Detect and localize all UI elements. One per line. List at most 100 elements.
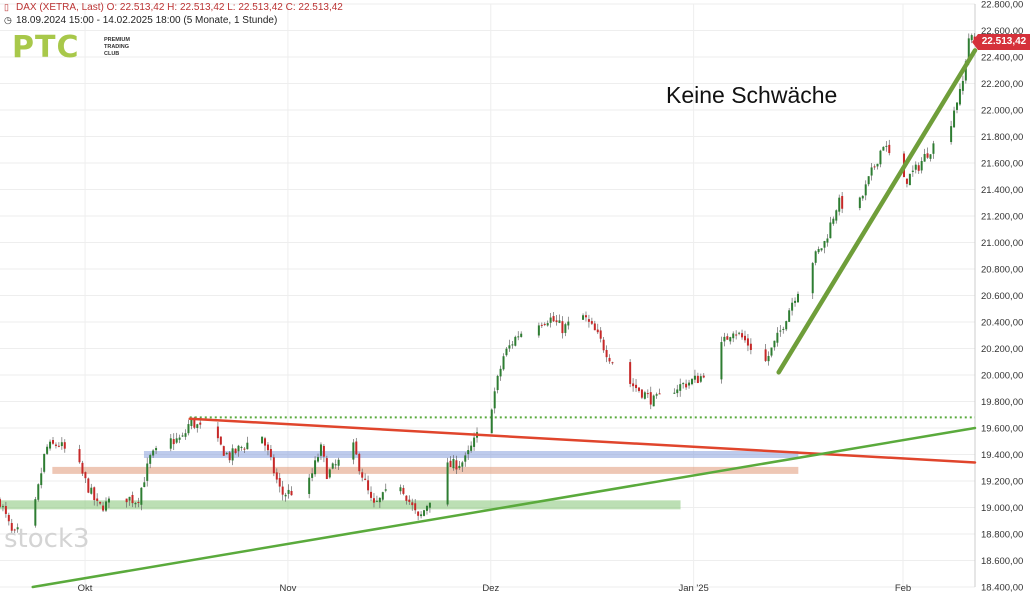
candle-body: [587, 319, 590, 322]
candle-body: [558, 320, 561, 323]
candle-body: [746, 338, 749, 346]
candle-body: [355, 441, 358, 455]
y-tick-label: 19.800,00: [981, 397, 1023, 408]
candle-body: [334, 464, 337, 466]
candle-body: [953, 110, 956, 128]
candle-body: [970, 35, 973, 41]
candle-body: [40, 473, 43, 486]
candle-body: [738, 332, 741, 334]
candle-body: [414, 503, 417, 511]
y-tick-label: 22.200,00: [981, 79, 1023, 90]
candle-body: [331, 463, 334, 469]
candle-body: [37, 484, 40, 500]
candle-body: [858, 197, 861, 208]
candle-body: [219, 436, 222, 445]
candle-body: [452, 458, 455, 469]
y-tick-label: 20.000,00: [981, 371, 1023, 382]
y-tick-label: 20.800,00: [981, 265, 1023, 276]
candle-body: [961, 80, 964, 91]
candle-body: [643, 392, 646, 399]
candle-body: [676, 389, 679, 394]
candle-body: [911, 170, 914, 172]
candle-body: [7, 514, 10, 522]
candle-body: [178, 437, 181, 440]
candle-body: [596, 329, 599, 333]
y-tick-label: 18.800,00: [981, 530, 1023, 541]
candle-body: [696, 375, 699, 384]
candle-body: [599, 330, 602, 339]
candle-body: [841, 196, 844, 209]
candle-body: [735, 334, 738, 336]
candle-body: [820, 248, 823, 251]
candle-body: [269, 449, 272, 457]
candle-body: [411, 502, 414, 506]
candle-body: [826, 238, 829, 243]
candle-body: [832, 218, 835, 224]
candle-body: [511, 344, 514, 346]
candle-body: [287, 489, 290, 494]
candle-body: [867, 176, 870, 185]
candle-body: [632, 383, 635, 387]
candle-body: [923, 154, 926, 162]
candle-body: [514, 336, 517, 346]
date-range: 18.09.2024 15:00 - 14.02.2025 18:00 (5 M…: [16, 15, 278, 26]
candle-body: [673, 392, 676, 394]
y-tick-label: 19.000,00: [981, 503, 1023, 514]
candle-body: [540, 324, 543, 326]
y-tick-label: 21.600,00: [981, 159, 1023, 170]
candle-body: [546, 323, 549, 326]
resistance-zone-blue: [143, 451, 799, 458]
candle-body: [499, 368, 502, 377]
candle-body: [16, 527, 19, 530]
candle-body: [425, 505, 428, 511]
candle-body: [317, 457, 320, 462]
candle-body: [882, 146, 885, 151]
candle-body: [131, 494, 134, 504]
red-downtrend-line: [188, 417, 977, 464]
candle-body: [835, 210, 838, 221]
candle-body: [399, 487, 402, 492]
candle-body: [105, 501, 108, 511]
candle-body: [246, 442, 249, 450]
candle-body: [281, 486, 284, 495]
candle-body: [914, 164, 917, 170]
candle-body: [60, 442, 63, 447]
x-tick-label: Okt: [78, 583, 93, 594]
y-tick-label: 19.600,00: [981, 424, 1023, 435]
logo-mark: PTC: [12, 30, 80, 65]
y-tick-label: 22.000,00: [981, 106, 1023, 117]
candle-body: [125, 498, 128, 503]
y-tick-label: 18.400,00: [981, 583, 1023, 594]
candle-body: [649, 392, 652, 405]
candle-body: [408, 499, 411, 502]
candle-body: [146, 463, 149, 481]
candle-body: [561, 321, 564, 334]
candle-body: [785, 321, 788, 330]
candle-body: [1, 506, 4, 508]
candles-icon: ▯: [4, 2, 9, 12]
y-tick-label: 19.400,00: [981, 450, 1023, 461]
candle-body: [107, 498, 110, 503]
candle-body: [646, 393, 649, 395]
candle-body: [34, 499, 37, 526]
candle-body: [375, 500, 378, 502]
candle-body: [917, 165, 920, 171]
candle-body: [237, 445, 240, 452]
green-uptrend-line: [31, 426, 977, 589]
candle-body: [240, 446, 243, 448]
x-tick-label: Feb: [895, 583, 911, 594]
candle-body: [196, 424, 199, 428]
y-tick-label: 18.600,00: [981, 556, 1023, 567]
candle-body: [693, 375, 696, 380]
candle-body: [702, 375, 705, 378]
y-tick-label: 22.800,00: [981, 0, 1023, 11]
logo-subtitle: PREMIUM TRADING CLUB: [104, 37, 152, 58]
candle-body: [543, 323, 546, 325]
candle-body: [611, 362, 614, 364]
candle-body: [352, 442, 355, 460]
candle-body: [402, 487, 405, 494]
candle-body: [473, 437, 476, 447]
candle-body: [502, 356, 505, 370]
candle-body: [10, 523, 13, 531]
